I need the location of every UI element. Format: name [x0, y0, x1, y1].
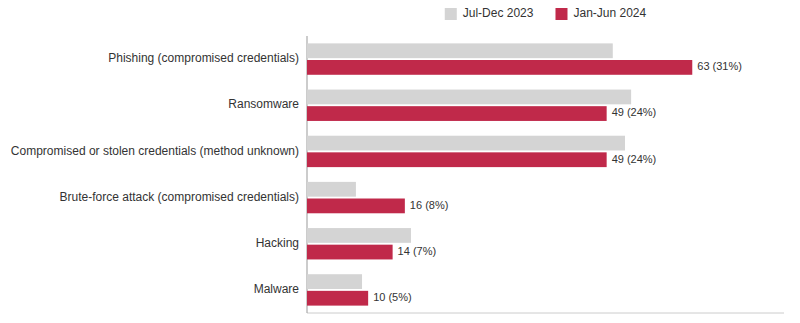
data-labels: 10 (5%) 14 (7%) 16 (8%) 49 (24%) 49 (24%) 63 … [373, 60, 742, 303]
category-label: Phishing (compromised credentials) [108, 51, 299, 65]
chart: Malware Hacking Brute-force attack (compro… [0, 0, 800, 323]
legend-item: Jul-Dec 2023 [445, 6, 534, 20]
legend: Jul-Dec 2023 Jan-Jun 2024 [445, 6, 647, 20]
bar [307, 228, 411, 243]
category-label: Brute-force attack (compromised credenti… [60, 190, 299, 204]
legend-item: Jan-Jun 2024 [555, 6, 646, 20]
bar [307, 182, 356, 197]
data-label: 16 (8%) [410, 199, 449, 211]
category-label: Hacking [256, 236, 299, 250]
bar [307, 136, 625, 151]
bar [307, 43, 613, 58]
bar [307, 152, 607, 167]
legend-label: Jan-Jun 2024 [573, 6, 646, 20]
data-label: 49 (24%) [612, 153, 657, 165]
category-label: Compromised or stolen credentials (metho… [11, 144, 299, 158]
bar [307, 245, 393, 260]
y-axis-line [307, 36, 308, 313]
legend-swatch [445, 8, 457, 20]
category-label: Malware [254, 282, 300, 296]
bar [307, 60, 692, 75]
data-label: 14 (7%) [398, 245, 437, 257]
bar [307, 291, 368, 306]
category-label: Ransomware [228, 97, 299, 111]
legend-label: Jul-Dec 2023 [463, 6, 534, 20]
y-tick-labels: Malware Hacking Brute-force attack (compro… [11, 51, 299, 296]
data-label: 63 (31%) [697, 60, 742, 72]
bar [307, 199, 405, 214]
x-axis-line [307, 313, 784, 314]
data-label: 49 (24%) [612, 106, 657, 118]
bar [307, 106, 607, 121]
data-label: 10 (5%) [373, 291, 412, 303]
bar [307, 90, 631, 105]
legend-swatch [555, 8, 567, 20]
bar [307, 274, 362, 289]
bars [307, 43, 692, 305]
